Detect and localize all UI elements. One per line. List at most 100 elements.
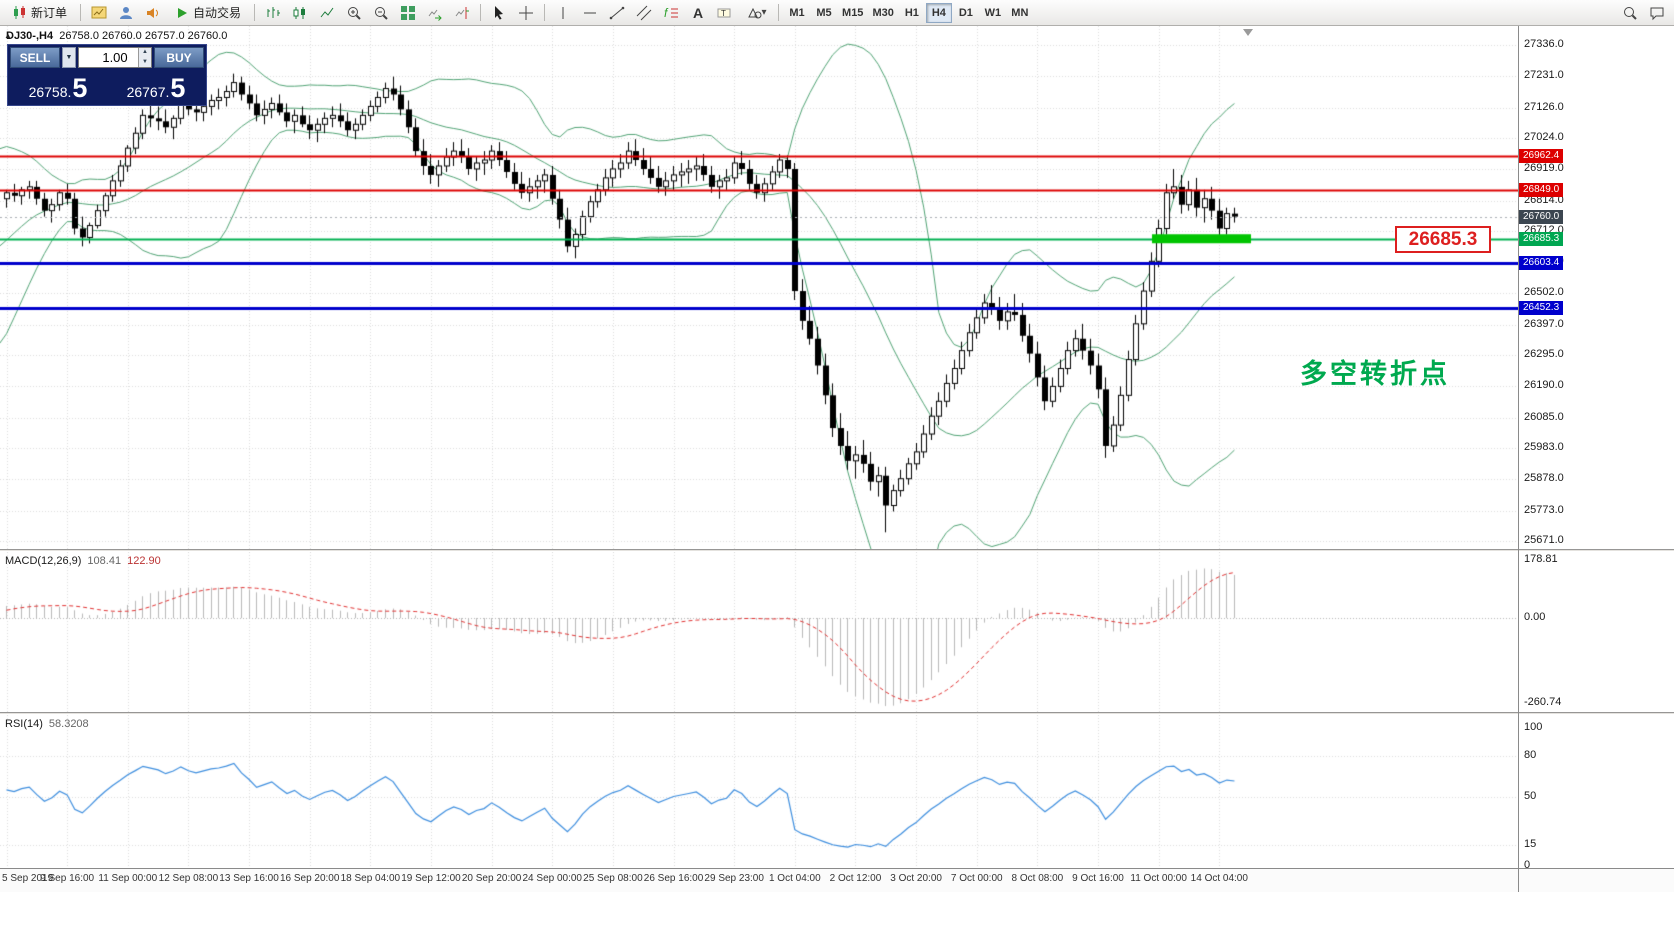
symbol-label: DJ30-,H4 [6,30,54,42]
bar-chart-icon [267,6,281,18]
time-axis-label: 11 Sep 00:00 [98,873,158,884]
cursor-icon [495,5,504,20]
fibonacci-button[interactable]: f [658,2,684,24]
new-order-label: 新订单 [31,6,68,20]
macd-main-value: 108.41 [87,555,122,567]
candlestick-chart-icon [293,6,306,19]
search-button[interactable] [1617,2,1643,24]
buy-price-big-digit: 5 [170,73,186,103]
sell-price[interactable]: 26758. 5 [10,70,106,103]
text-button[interactable]: A [685,2,711,24]
alerts-icon [147,7,159,18]
channel-icon [636,5,652,20]
support-price-label[interactable]: 26685.3 [1395,226,1491,253]
profile-button[interactable] [113,2,139,24]
tile-windows-button[interactable] [395,2,421,24]
candlestick-chart-button[interactable] [287,2,313,24]
price-chart-canvas[interactable] [0,26,1518,549]
buy-price[interactable]: 26767. 5 [108,70,204,103]
shapes-icon [747,7,762,18]
bar-chart-button[interactable] [260,2,286,24]
chat-icon [1650,7,1664,20]
price-axis-label: 26190.0 [1524,379,1564,392]
trendline-button[interactable] [604,2,630,24]
timeframe-m5[interactable]: M5 [811,3,837,23]
auto-scroll-icon [428,9,442,21]
channel-button[interactable] [631,2,657,24]
price-tag: 26603.4 [1519,256,1564,271]
rsi-axis-label: 15 [1524,838,1537,851]
new-chart-icon [91,6,107,18]
rsi-axis-label: 100 [1524,721,1543,733]
time-axis[interactable]: 5 Sep 2019 9 Sep 16:00 11 Sep 00:00 12 Sep … [0,868,1674,892]
time-axis-label: 25 Sep 08:00 [583,873,643,884]
tile-windows-icon [401,5,416,20]
time-axis-label: 13 Sep 16:00 [219,873,279,884]
timeframe-m30[interactable]: M30 [868,3,897,23]
one-click-toggle[interactable]: ▲ [4,31,12,40]
zoom-out-icon [375,6,388,20]
rsi-canvas[interactable] [0,715,1518,868]
vertical-line-icon [562,6,564,19]
macd-signal-value: 122.90 [127,555,161,567]
one-click-trading-panel: SELL ▼ 1.00 ▲ ▼ BUY 26758. 5 26767. 5 [7,44,207,106]
svg-text:f: f [664,6,669,20]
chart-shift-marker[interactable] [1243,29,1253,36]
panel-divider[interactable] [0,712,1674,715]
shapes-dropdown-button[interactable]: ▾ [739,2,773,24]
turning-point-annotation[interactable]: 多空转折点 [1300,359,1450,389]
buy-button[interactable]: BUY [154,47,204,68]
svg-text:T: T [721,9,726,18]
timeframe-d1[interactable]: D1 [953,3,979,23]
panel-divider[interactable] [0,549,1674,552]
time-axis-label: 9 Sep 16:00 [40,873,95,884]
ohlc-values: 26758.0 26760.0 26757.0 26760.0 [59,30,228,42]
time-axis-label: 18 Sep 04:00 [340,873,401,884]
timeframe-w1[interactable]: W1 [980,3,1006,23]
line-chart-icon [320,7,334,17]
time-axis-label: 20 Sep 20:00 [461,873,522,884]
stepper-up-icon[interactable]: ▲ [139,48,151,58]
macd-canvas[interactable] [0,552,1518,712]
price-tag: 26962.4 [1519,149,1564,164]
timeframe-h4[interactable]: H4 [925,2,952,23]
zoom-out-button[interactable] [368,2,394,24]
stepper-down-icon[interactable]: ▼ [139,57,151,67]
zoom-in-button[interactable] [341,2,367,24]
toolbar-separator [778,4,780,21]
autotrading-button[interactable]: 自动交易 [167,2,249,24]
chat-button[interactable] [1644,2,1670,24]
price-axis-label: 26397.0 [1524,317,1564,330]
alerts-button[interactable] [140,2,166,24]
time-axis-label: 14 Oct 04:00 [1190,873,1248,884]
price-axis-label: 27024.0 [1524,130,1564,143]
crosshair-button[interactable] [513,2,539,24]
timeframe-m1[interactable]: M1 [784,3,810,23]
vertical-line-button[interactable] [550,2,576,24]
sell-button[interactable]: SELL [10,47,60,68]
rsi-name: RSI(14) [5,718,43,730]
price-axis-label: 25983.0 [1524,441,1564,454]
sell-price-main: 26758. [28,84,72,100]
macd-panel: MACD(12,26,9) 108.41 122.90 178.81 0.00 -260… [0,552,1674,712]
time-axis-label: 5 Sep 2019 [2,873,54,884]
price-tag: 26685.3 [1519,231,1564,246]
auto-scroll-button[interactable] [422,2,448,24]
volume-stepper[interactable]: ▲ ▼ [138,48,151,67]
text-label-button[interactable]: T [712,2,738,24]
rsi-axis-label: 50 [1524,790,1537,802]
toolbar-separator [480,4,482,21]
timeframe-h1[interactable]: H1 [899,3,925,23]
horizontal-line-button[interactable] [577,2,603,24]
new-chart-button[interactable] [86,2,112,24]
rsi-label: RSI(14) 58.3208 [5,718,89,730]
chart-shift-button[interactable] [449,2,475,24]
cursor-button[interactable] [486,2,512,24]
timeframe-mn[interactable]: MN [1007,3,1033,23]
price-axis-label: 25878.0 [1524,472,1564,485]
volume-input[interactable]: 1.00 ▲ ▼ [78,47,152,68]
volume-preset-dropdown[interactable]: ▼ [62,47,76,68]
line-chart-button[interactable] [314,2,340,24]
timeframe-m15[interactable]: M15 [838,3,867,23]
new-order-button[interactable]: 新订单 [4,2,75,24]
